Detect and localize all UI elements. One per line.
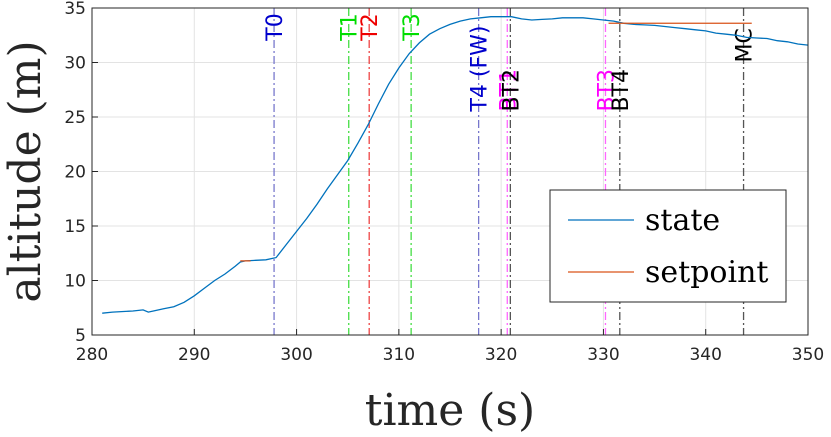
x-tick-label: 290 — [178, 345, 210, 365]
event-label: BT3 — [594, 69, 619, 112]
y-tick-label: 20 — [64, 163, 86, 183]
event-label: BT4 — [609, 69, 634, 112]
legend-box — [549, 189, 787, 303]
legend-label-state: state — [645, 203, 720, 238]
y-tick-label: 10 — [64, 272, 86, 292]
x-tick-label: 320 — [485, 345, 517, 365]
event-label: BT2 — [499, 69, 524, 112]
event-label: T2 — [358, 13, 383, 41]
y-axis-label: altitude (m) — [0, 40, 51, 302]
data-series — [102, 16, 809, 314]
y-tick-label: 30 — [64, 54, 86, 74]
x-tick-label: 340 — [689, 345, 721, 365]
event-label: BT1 — [496, 69, 521, 112]
y-tick-label: 25 — [64, 108, 86, 128]
y-tick-label: 35 — [64, 0, 86, 19]
x-tick-label: 330 — [587, 345, 619, 365]
event-label: MC — [733, 28, 758, 62]
y-tick-label: 15 — [64, 217, 86, 237]
series-line-state — [102, 16, 809, 314]
x-tick-label: 280 — [76, 345, 108, 365]
event-label: T0 — [263, 13, 288, 41]
axis-ticks: 280 290 300 310 320 330 340 350 5 10 15 20 25 30 35 — [64, 0, 824, 365]
legend: state setpoint — [549, 189, 787, 303]
x-tick-label: 300 — [280, 345, 312, 365]
event-label: T3 — [400, 13, 425, 41]
x-tick-label: 310 — [383, 345, 415, 365]
legend-label-setpoint: setpoint — [645, 255, 768, 290]
x-tick-label: 350 — [792, 345, 824, 365]
y-tick-label: 5 — [75, 326, 86, 346]
x-axis-label: time (s) — [365, 385, 535, 436]
event-label: T1 — [338, 13, 363, 41]
event-label: T4 (FW) — [468, 26, 493, 113]
